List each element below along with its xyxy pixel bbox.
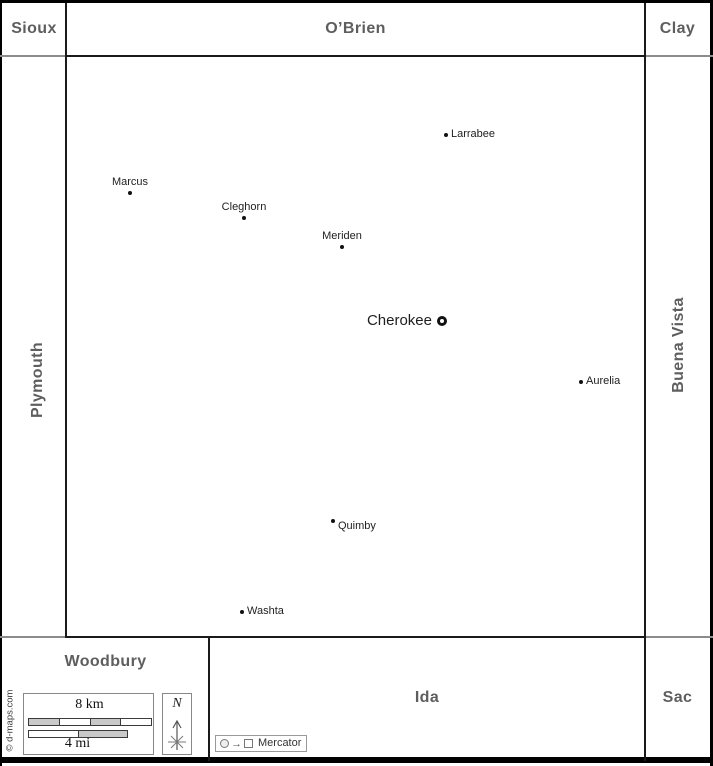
scale-mi-label: 4 mi [64, 736, 91, 751]
globe-circle-icon [220, 739, 229, 748]
woodbury-ida-separator [208, 637, 210, 761]
scale-segment [59, 719, 91, 725]
town-dot-icon [331, 519, 335, 523]
neighbor-label-ida: Ida [209, 688, 645, 708]
copyright-notice: © d-maps.com [4, 689, 16, 752]
county-east-border [644, 3, 646, 761]
top-left-extension-line [0, 55, 66, 57]
town-label-marcus: Marcus [111, 176, 149, 188]
county-west-border [65, 3, 67, 638]
county-north-border [66, 55, 645, 57]
frame-bottom-border [0, 757, 713, 763]
north-arrow-icon [168, 719, 186, 750]
town-label-meriden: Meriden [322, 230, 362, 242]
neighbor-label-woodbury-text: Woodbury [64, 653, 147, 670]
scale-km-label: 8 km [75, 697, 104, 712]
town-label-larrabee: Larrabee [451, 128, 496, 140]
neighbor-label-sac: Sac [645, 688, 710, 708]
town-label-washta: Washta [247, 605, 284, 617]
scale-mi-bar [28, 730, 128, 738]
neighbor-label-obrien-text: O’Brien [325, 20, 386, 37]
neighbor-label-sioux-text: Sioux [11, 20, 57, 37]
neighbor-label-ida-text: Ida [414, 689, 440, 706]
neighbor-label-sac-text: Sac [662, 689, 693, 706]
county-seat-ring-icon [437, 316, 447, 326]
neighbor-label-buena-vista: Buena Vista [670, 285, 687, 405]
neighbor-label-plymouth: Plymouth [29, 330, 46, 430]
bottom-right-extension-line [645, 636, 713, 638]
town-dot-icon [242, 216, 246, 220]
projection-name: Mercator [258, 737, 302, 749]
scale-km-bar [28, 718, 152, 726]
scale-bar-box: 8 km 4 mi [23, 693, 154, 755]
neighbor-label-sioux: Sioux [2, 3, 66, 55]
town-dot-icon [579, 380, 583, 384]
neighbor-label-woodbury: Woodbury [2, 652, 209, 672]
neighbor-label-obrien: O’Brien [66, 3, 645, 55]
frame-right-border [710, 0, 713, 766]
projected-square-icon [244, 739, 253, 748]
county-seat-label: Cherokee [366, 312, 432, 329]
scale-segment [90, 719, 122, 725]
town-label-cleghorn: Cleghorn [221, 201, 267, 213]
projection-arrow-icon: → [231, 737, 242, 750]
scale-segment [121, 719, 151, 725]
neighbor-label-clay: Clay [645, 3, 710, 55]
neighbor-label-plymouth-text: Plymouth [29, 341, 46, 419]
bottom-left-extension-line [0, 636, 66, 638]
town-dot-icon [240, 610, 244, 614]
compass-box: N [162, 693, 192, 755]
county-south-border [66, 636, 645, 638]
top-right-extension-line [645, 55, 713, 57]
frame-top-border [0, 0, 713, 3]
town-dot-icon [340, 245, 344, 249]
projection-legend-box: → Mercator [215, 735, 307, 752]
frame-left-border [0, 0, 2, 766]
scale-segment [29, 719, 60, 725]
town-dot-icon [444, 133, 448, 137]
town-label-quimby: Quimby [338, 520, 376, 532]
town-label-aurelia: Aurelia [586, 375, 621, 387]
scale-segment [29, 731, 79, 737]
neighbor-label-buena-vista-text: Buena Vista [670, 297, 687, 393]
compass-north-label: N [172, 696, 182, 711]
town-dot-icon [128, 191, 132, 195]
neighbor-label-clay-text: Clay [659, 20, 696, 37]
scale-segment [78, 731, 127, 737]
